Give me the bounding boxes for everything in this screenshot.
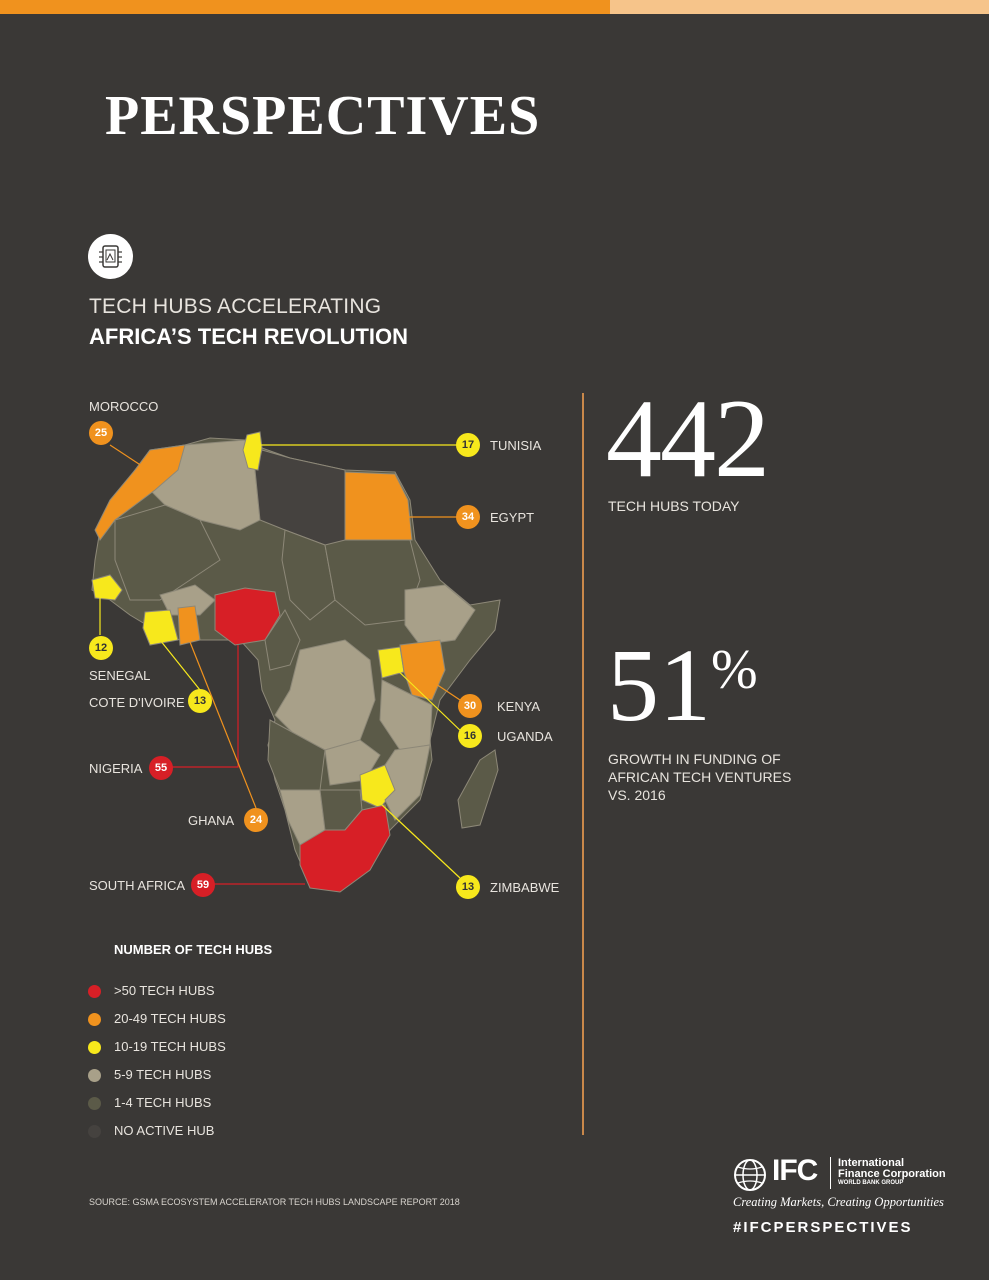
legend-title: NUMBER OF TECH HUBS (114, 942, 273, 957)
hashtag: #IFCPERSPECTIVES (733, 1219, 913, 1236)
ifc-logo-mark: IFC (772, 1154, 818, 1187)
country-kenya (399, 639, 446, 701)
stat-growth-label-2: AFRICAN TECH VENTURES (608, 769, 792, 785)
source-note: SOURCE: GSMA ECOSYSTEM ACCELERATOR TECH … (89, 1197, 460, 1207)
vertical-divider (582, 393, 584, 1135)
legend-label: NO ACTIVE HUB (114, 1123, 215, 1138)
org-name-line2: Finance Corporation (838, 1168, 946, 1180)
legend-dot-red (88, 985, 101, 998)
stat-growth-label-1: GROWTH IN FUNDING OF (608, 751, 781, 767)
country-madagascar (457, 749, 499, 829)
tagline: Creating Markets, Creating Opportunities (733, 1195, 944, 1209)
legend-dot-orange (88, 1013, 101, 1026)
badge-cote-divoire: 13 (188, 689, 212, 713)
accent-bar-light (610, 0, 989, 14)
section-heading-line1: TECH HUBS ACCELERATING (89, 295, 382, 318)
page-title: PERSPECTIVES (105, 85, 541, 147)
circuit-chip-icon (88, 234, 133, 279)
country-mali (114, 504, 221, 601)
badge-zimbabwe: 13 (456, 875, 480, 899)
badge-uganda: 16 (458, 724, 482, 748)
country-senegal (91, 574, 123, 601)
country-tunisia (242, 431, 263, 471)
org-group: WORLD BANK GROUP (838, 1180, 904, 1186)
label-uganda: UGANDA (497, 729, 553, 744)
country-south-africa (299, 804, 391, 893)
label-egypt: EGYPT (490, 510, 535, 525)
legend-label: 10-19 TECH HUBS (114, 1039, 226, 1054)
label-ghana: GHANA (188, 813, 235, 828)
badge-ghana: 24 (244, 808, 268, 832)
legend-dot-olive (88, 1097, 101, 1110)
badge-senegal: 12 (89, 636, 113, 660)
stat-growth: 51% (607, 634, 758, 738)
globe-icon (734, 1159, 766, 1191)
stat-growth-value: 51 (607, 628, 711, 743)
country-nigeria (214, 587, 281, 646)
country-sudan (324, 539, 421, 626)
stat-growth-unit: % (711, 639, 758, 701)
badge-nigeria: 55 (149, 756, 173, 780)
country-ghana (177, 605, 201, 646)
legend-dot-tan (88, 1069, 101, 1082)
badge-tunisia: 17 (456, 433, 480, 457)
stat-hubs-value: 442 (606, 377, 770, 501)
legend-label: 1-4 TECH HUBS (114, 1095, 212, 1110)
africa-map (91, 431, 501, 893)
label-cote-divoire: COTE D'IVOIRE (89, 695, 185, 710)
connector-lines (99, 444, 466, 885)
section-heading-line2: AFRICA’S TECH REVOLUTION (89, 324, 409, 349)
label-kenya: KENYA (497, 699, 541, 714)
stat-hubs-label: TECH HUBS TODAY (608, 498, 740, 514)
country-cameroon (264, 609, 301, 671)
badge-egypt: 34 (456, 505, 480, 529)
label-morocco: MOROCCO (89, 399, 159, 414)
badge-south-africa: 59 (191, 873, 215, 897)
label-zimbabwe: ZIMBABWE (490, 880, 560, 895)
country-egypt (344, 471, 413, 541)
accent-bar-orange (0, 0, 610, 14)
badge-morocco: 25 (89, 421, 113, 445)
label-nigeria: NIGERIA (89, 761, 143, 776)
badge-kenya: 30 (458, 694, 482, 718)
logo-separator (830, 1157, 831, 1189)
country-mozambique (384, 744, 431, 821)
label-senegal: SENEGAL (89, 668, 151, 683)
label-tunisia: TUNISIA (490, 438, 542, 453)
org-name-line1: International (838, 1157, 905, 1169)
legend-label: 5-9 TECH HUBS (114, 1067, 212, 1082)
stat-growth-label-3: VS. 2016 (608, 787, 666, 803)
country-ethiopia (404, 584, 476, 646)
top-accent-bar (0, 0, 989, 14)
legend-dot-yellow (88, 1041, 101, 1054)
country-cote-divoire (142, 609, 179, 646)
label-south-africa: SOUTH AFRICA (89, 878, 186, 893)
legend-dot-dark (88, 1125, 101, 1138)
legend-label: 20-49 TECH HUBS (114, 1011, 226, 1026)
legend-label: >50 TECH HUBS (114, 983, 215, 998)
